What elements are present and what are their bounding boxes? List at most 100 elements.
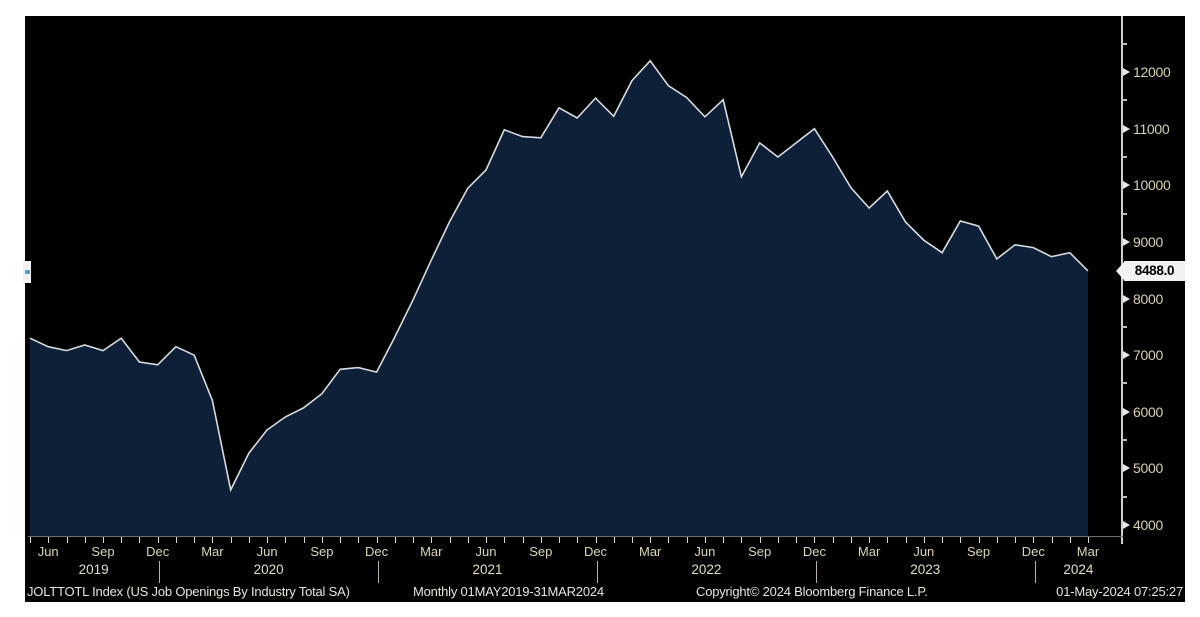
x-tick-label: Dec <box>1021 544 1045 559</box>
x-tick-label: Dec <box>583 544 608 559</box>
x-month-tick <box>704 537 706 543</box>
x-month-tick <box>905 537 907 543</box>
y-tick-label: 7000 <box>1133 347 1163 364</box>
x-tick-label: Mar <box>420 544 443 559</box>
x-month-tick <box>394 537 396 543</box>
y-minor-tick <box>1121 99 1127 102</box>
y-minor-tick <box>1121 212 1127 215</box>
x-tick-label: Jun <box>913 544 935 559</box>
x-month-tick <box>1033 537 1035 543</box>
x-month-tick <box>230 537 232 543</box>
y-tick-label: 5000 <box>1133 460 1163 477</box>
x-month-tick <box>30 537 31 543</box>
left-edge-label-fragment <box>23 261 31 283</box>
year-separator-line <box>159 561 161 583</box>
y-major-tick <box>1123 181 1130 190</box>
year-separator-line <box>597 561 598 583</box>
x-month-tick <box>285 537 287 543</box>
x-month-tick <box>869 537 871 543</box>
x-tick-label: Sep <box>967 544 991 559</box>
x-month-tick <box>66 537 68 543</box>
y-tick-label: 12000 <box>1133 64 1171 81</box>
y-major-tick <box>1123 351 1130 360</box>
x-month-tick <box>449 537 451 543</box>
x-month-tick <box>850 537 852 543</box>
year-separator-line <box>378 561 380 583</box>
x-month-tick <box>887 537 889 543</box>
x-month-tick <box>267 537 269 543</box>
x-month-tick <box>759 537 761 543</box>
x-year-label: 2022 <box>691 562 722 577</box>
y-major-tick <box>1123 124 1130 133</box>
x-month-tick <box>1069 537 1071 543</box>
x-month-tick <box>248 537 250 543</box>
y-minor-tick <box>1121 325 1127 328</box>
y-major-tick <box>1123 521 1130 529</box>
x-month-tick <box>832 537 834 543</box>
y-minor-tick <box>1121 439 1127 442</box>
x-month-tick <box>504 537 506 543</box>
x-month-tick <box>632 537 633 543</box>
x-month-tick <box>613 537 615 543</box>
x-month-tick <box>522 537 524 543</box>
x-month-tick <box>139 537 141 543</box>
x-month-tick <box>686 537 688 543</box>
x-tick-label: Mar <box>857 544 881 559</box>
last-price-tag: 8488.0 <box>1116 261 1185 281</box>
last-price-value: 8488.0 <box>1134 263 1175 278</box>
x-month-tick <box>741 537 743 543</box>
x-month-tick <box>996 537 998 543</box>
area-series-fill <box>30 60 1088 537</box>
x-tick-label: Jun <box>475 544 497 559</box>
x-month-tick <box>1051 537 1053 543</box>
year-separator-line <box>1034 561 1036 583</box>
x-month-tick <box>668 537 670 543</box>
y-tick-label: 9000 <box>1133 233 1163 250</box>
timestamp: 01-May-2024 07:25:27 <box>1056 584 1183 599</box>
y-minor-tick <box>1121 495 1127 498</box>
x-tick-label: Jun <box>256 544 278 559</box>
x-month-tick <box>814 537 816 543</box>
x-month-tick <box>577 537 579 543</box>
x-month-tick <box>340 537 342 543</box>
x-month-tick <box>103 537 104 543</box>
y-tick-label: 8000 <box>1133 290 1163 307</box>
x-year-label: 2024 <box>1063 562 1094 577</box>
x-year-label: 2020 <box>253 562 284 577</box>
x-month-tick <box>960 537 962 543</box>
x-month-tick <box>777 537 779 543</box>
x-tick-label: Mar <box>1076 544 1100 559</box>
y-major-tick <box>1123 294 1130 303</box>
y-tick-label: 4000 <box>1133 517 1163 533</box>
y-axis-line <box>1121 16 1123 544</box>
x-month-tick <box>358 537 360 543</box>
x-month-tick <box>595 537 597 543</box>
x-tick-label: Jun <box>37 544 59 559</box>
x-month-tick <box>486 537 487 543</box>
last-price-arrow-icon <box>1116 262 1124 280</box>
x-tick-label: Dec <box>802 544 826 559</box>
y-tick-label: 10000 <box>1133 177 1171 194</box>
x-month-tick <box>303 537 305 543</box>
y-major-tick <box>1123 237 1130 246</box>
year-separator-line <box>815 561 817 583</box>
x-tick-label: Sep <box>91 544 115 559</box>
x-year-label: 2019 <box>78 562 109 577</box>
x-month-tick <box>84 537 86 543</box>
x-month-tick <box>559 537 560 543</box>
y-minor-tick <box>1121 156 1127 159</box>
x-tick-label: Dec <box>146 544 170 559</box>
x-month-tick <box>376 537 378 543</box>
x-month-tick <box>321 537 323 543</box>
x-month-tick <box>796 537 798 543</box>
y-minor-tick <box>1121 42 1127 45</box>
price-line <box>29 59 1089 493</box>
x-month-tick <box>413 537 415 543</box>
x-month-tick <box>1088 537 1089 543</box>
y-tick-label: 11000 <box>1133 120 1170 137</box>
x-month-tick <box>175 537 177 543</box>
x-month-tick <box>431 537 433 543</box>
x-month-tick <box>942 537 944 543</box>
